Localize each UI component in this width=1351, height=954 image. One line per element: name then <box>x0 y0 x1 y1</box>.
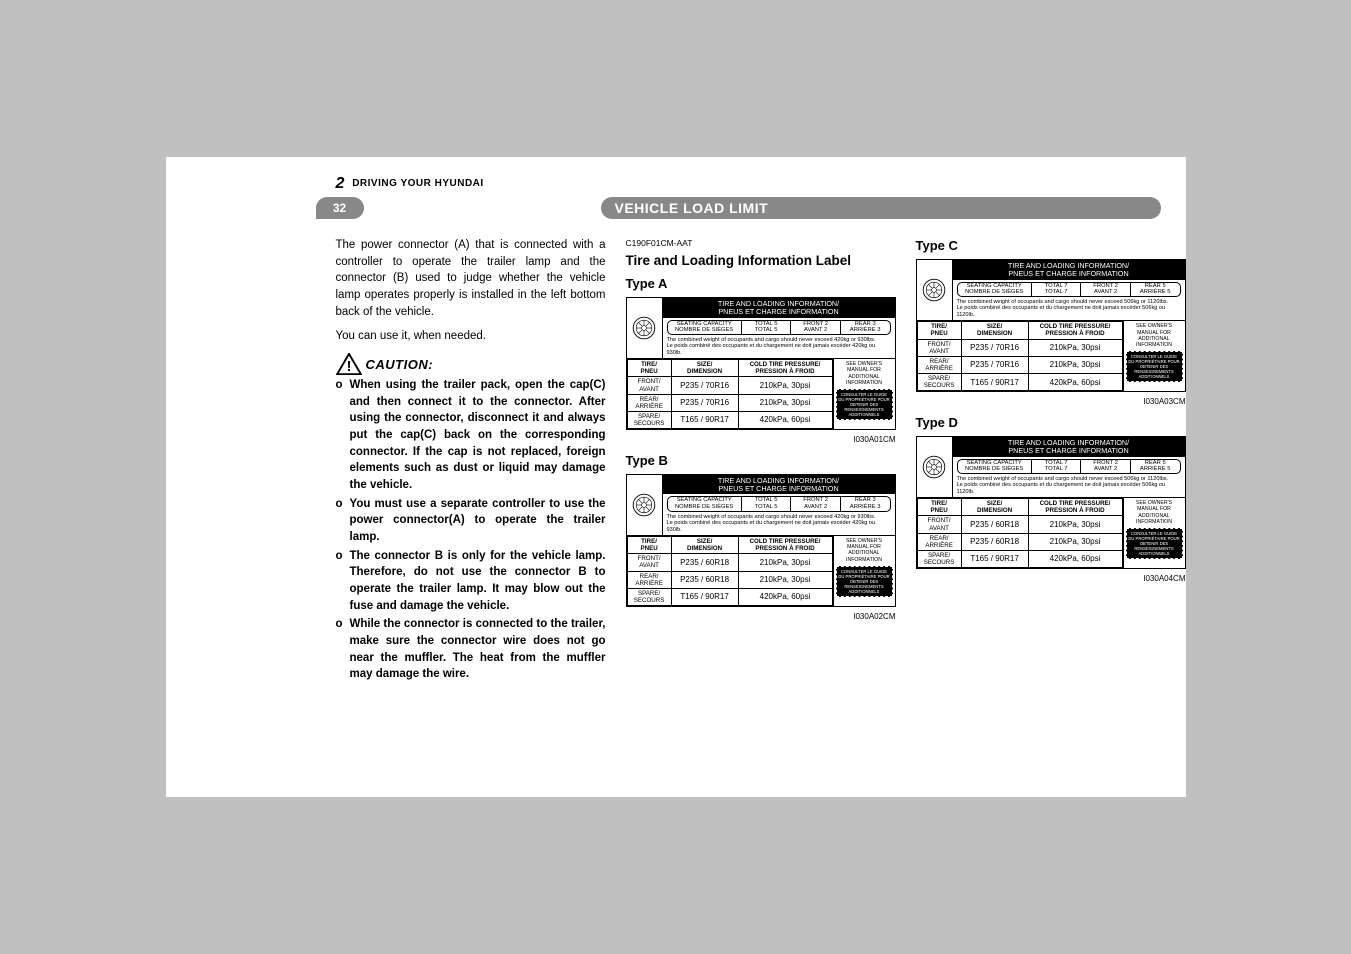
heading: Tire and Loading Information Label <box>626 251 896 271</box>
type-heading: Type D <box>916 414 1186 433</box>
reference-code: C190F01CM-AAT <box>626 237 896 249</box>
manual-page: 2 DRIVING YOUR HYUNDAI 32 VEHICLE LOAD L… <box>166 157 1186 797</box>
type-heading: Type C <box>916 237 1186 256</box>
figure-code: I030A03CM <box>916 396 1186 408</box>
paragraph: You can use it, when needed. <box>336 328 606 345</box>
section-title: VEHICLE LOAD LIMIT <box>601 197 1161 219</box>
caution-list: oWhen using the trailer pack, open the c… <box>336 377 606 683</box>
tire-label-c: TIRE AND LOADING INFORMATION/PNEUS ET CH… <box>916 259 1186 392</box>
tire-label-b: TIRE AND LOADING INFORMATION/PNEUS ET CH… <box>626 474 896 607</box>
chapter-number: 2 <box>336 175 345 193</box>
column-1: The power connector (A) that is connecte… <box>336 237 606 685</box>
list-item: oWhile the connector is connected to the… <box>336 616 606 683</box>
page-number: 32 <box>316 197 364 219</box>
figure-code: I030A01CM <box>626 434 896 446</box>
figure-code: I030A04CM <box>916 573 1186 585</box>
caution-heading: ! CAUTION: <box>336 353 606 375</box>
column-3: Type C TIRE AND LOADING INFORMATION/PNEU… <box>916 237 1186 591</box>
paragraph: The power connector (A) that is connecte… <box>336 237 606 320</box>
list-item: oThe connector B is only for the vehicle… <box>336 548 606 615</box>
warning-icon: ! <box>336 353 362 375</box>
type-heading: Type A <box>626 275 896 294</box>
list-item: oYou must use a separate controller to u… <box>336 496 606 546</box>
caution-label: CAUTION: <box>366 356 434 375</box>
tire-label-d: TIRE AND LOADING INFORMATION/PNEUS ET CH… <box>916 436 1186 569</box>
svg-text:!: ! <box>346 359 351 375</box>
type-heading: Type B <box>626 452 896 471</box>
list-item: oWhen using the trailer pack, open the c… <box>336 377 606 494</box>
figure-code: I030A02CM <box>626 611 896 623</box>
column-2: C190F01CM-AAT Tire and Loading Informati… <box>626 237 896 629</box>
tire-label-a: TIRE AND LOADING INFORMATION/PNEUS ET CH… <box>626 297 896 430</box>
chapter-title: DRIVING YOUR HYUNDAI <box>352 178 484 189</box>
chapter-header: 2 DRIVING YOUR HYUNDAI <box>336 175 484 193</box>
